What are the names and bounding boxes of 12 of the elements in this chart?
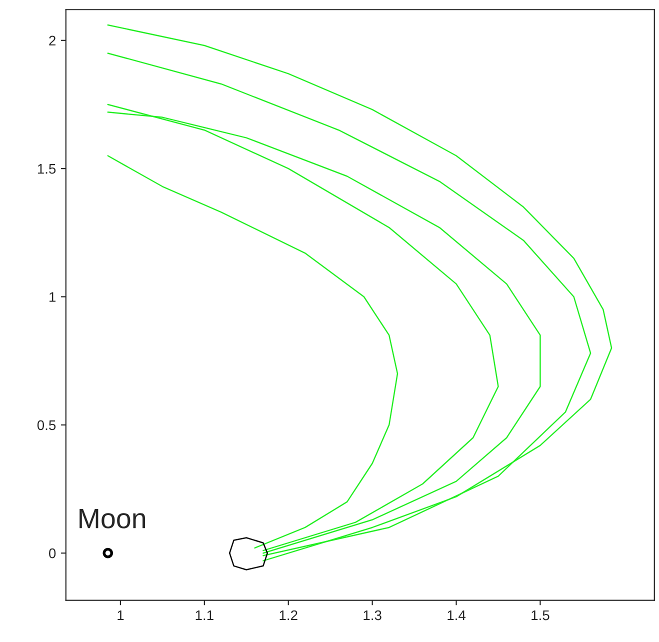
y-tick-label: 0.5 [37, 420, 56, 430]
x-tick-label: 1 [118, 610, 124, 620]
x-tick-label: 1.4 [448, 610, 466, 620]
x-tick-label: 1.5 [532, 610, 550, 620]
x-tick-label: 1.3 [364, 610, 382, 620]
x-tick-label: 1.1 [196, 610, 214, 620]
annotation: Moon [80, 508, 145, 528]
y-tick-label: 1.5 [38, 164, 56, 174]
y-tick-label: 2 [49, 36, 56, 46]
y-tick-label: 0 [48, 548, 56, 558]
x-tick-label: 1.2 [280, 610, 298, 620]
y-tick-label: 1 [50, 292, 56, 302]
